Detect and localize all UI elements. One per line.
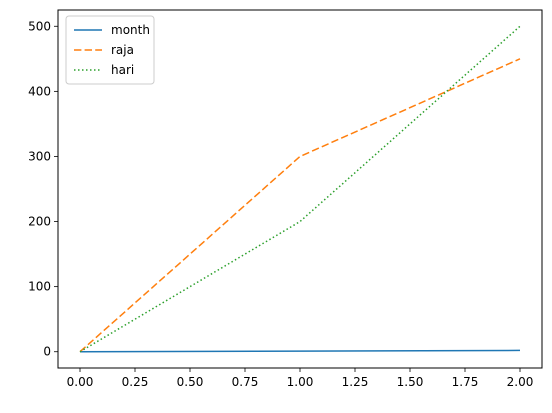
y-tick-label: 300 (28, 149, 51, 163)
x-tick-label: 0.25 (122, 375, 149, 389)
legend-label-hari: hari (111, 63, 134, 77)
y-tick-label: 0 (43, 345, 51, 359)
legend-frame (65, 15, 155, 85)
legend-label-raja: raja (111, 43, 134, 57)
x-tick-label: 1.50 (397, 375, 424, 389)
x-tick-label: 0.75 (232, 375, 259, 389)
x-tick-label: 0.00 (67, 375, 94, 389)
series-line-raja (79, 58, 521, 353)
x-tick-label: 1.25 (342, 375, 369, 389)
y-tick-label: 100 (28, 280, 51, 294)
x-tick-label: 0.50 (177, 375, 204, 389)
y-tick-label: 400 (28, 84, 51, 98)
y-axis: 0 100 200 300 400 500 (28, 19, 58, 359)
x-tick-label: 1.00 (287, 375, 314, 389)
x-axis: 0.00 0.25 0.50 0.75 1.00 1.25 1.50 1.75 2.00 (67, 368, 534, 389)
y-tick-label: 500 (28, 19, 51, 33)
series-layer (79, 25, 521, 353)
x-tick-label: 2.00 (507, 375, 534, 389)
series-line-hari (79, 25, 521, 353)
legend: month raja hari (65, 15, 155, 85)
series-line-month (79, 349, 521, 353)
y-tick-label: 200 (28, 215, 51, 229)
legend-label-month: month (111, 23, 150, 37)
x-tick-label: 1.75 (452, 375, 479, 389)
